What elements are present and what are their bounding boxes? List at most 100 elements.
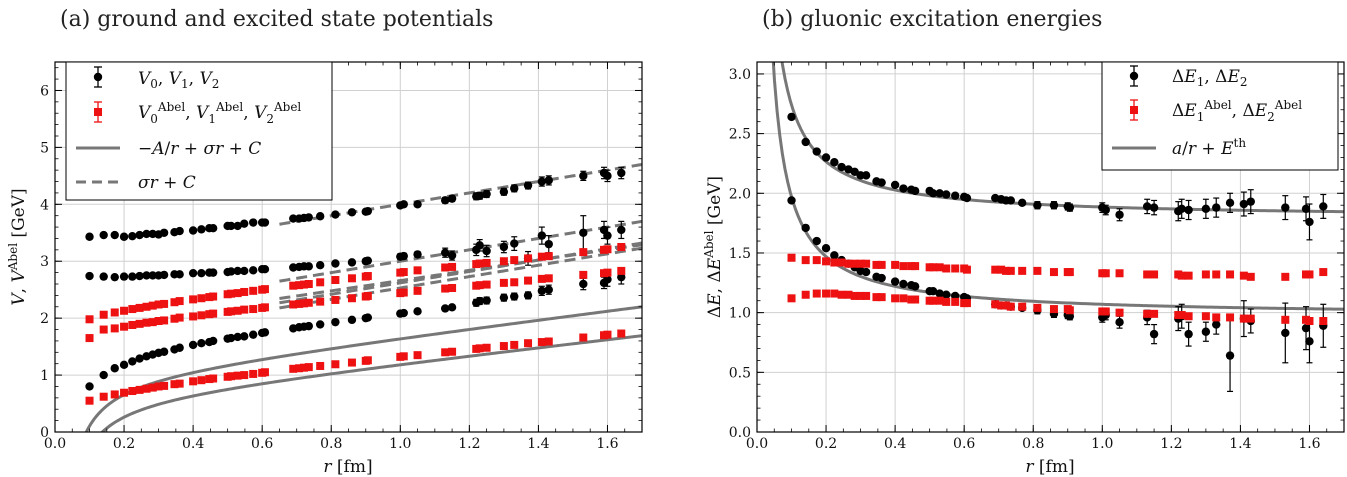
- data-point: [544, 274, 553, 283]
- data-point: [363, 356, 372, 365]
- data-point: [991, 265, 1000, 274]
- data-point: [942, 264, 951, 273]
- data-point: [299, 280, 308, 289]
- data-point: [1150, 309, 1159, 318]
- fit-curve-b-2: [771, 62, 1344, 311]
- data-point: [260, 368, 269, 377]
- data-point: [1033, 266, 1042, 275]
- data-point: [208, 268, 218, 277]
- data-point: [942, 290, 951, 299]
- data-point: [233, 332, 242, 342]
- data-point: [579, 228, 588, 237]
- data-point: [499, 257, 508, 266]
- data-point: [837, 162, 846, 172]
- data-point: [524, 254, 533, 263]
- data-point: [227, 307, 236, 316]
- panel-b: (b) gluonic excitation energies 0.0 0.2 0.…: [702, 7, 1345, 477]
- data-point: [160, 381, 169, 390]
- data-point: [99, 272, 108, 281]
- y-tick-label: 5: [40, 140, 49, 156]
- data-point: [135, 303, 144, 312]
- data-point: [862, 259, 871, 268]
- data-point: [1201, 270, 1210, 279]
- legend-a-label-4: σr + C: [138, 173, 196, 193]
- series-a-4: [85, 329, 626, 405]
- data-point: [120, 388, 129, 397]
- x-tick-label: 0.6: [251, 436, 273, 452]
- data-point: [856, 291, 865, 300]
- data-point: [617, 225, 626, 235]
- data-point: [1184, 312, 1193, 321]
- x-tick-label: 1.0: [1091, 436, 1113, 452]
- data-point: [1001, 266, 1010, 275]
- data-point: [812, 289, 821, 298]
- data-point: [209, 292, 218, 301]
- data-point: [189, 377, 198, 386]
- data-point: [110, 364, 119, 373]
- data-point: [962, 299, 971, 308]
- data-point: [951, 297, 960, 306]
- data-point: [142, 229, 151, 239]
- series-a-6: [85, 243, 626, 324]
- panel-a: (a) ground and excited state potentials …: [6, 7, 643, 477]
- data-point: [1033, 303, 1042, 312]
- data-point: [1065, 203, 1075, 212]
- x-tick-label: 0.6: [953, 436, 975, 452]
- data-point: [85, 396, 94, 405]
- data-point: [856, 259, 865, 268]
- legend-b-label-2: ΔE1Abel, ΔE2Abel: [1172, 98, 1302, 124]
- data-point: [226, 221, 236, 231]
- data-point: [85, 271, 94, 281]
- data-point: [175, 226, 184, 236]
- data-point: [1301, 323, 1311, 333]
- data-point: [295, 281, 304, 290]
- data-point: [315, 261, 325, 270]
- data-point: [537, 252, 546, 261]
- data-point: [1212, 320, 1221, 329]
- data-point: [248, 218, 258, 227]
- data-point: [233, 289, 242, 298]
- data-point: [861, 267, 871, 277]
- data-point: [260, 285, 269, 294]
- data-point: [233, 266, 242, 276]
- legend-b-entry-black-points: ΔE1, ΔE2: [1129, 65, 1248, 89]
- x-tick-label: 0.8: [1022, 436, 1044, 452]
- data-point: [1246, 314, 1255, 323]
- data-point: [142, 384, 151, 393]
- data-point: [197, 294, 206, 303]
- data-point: [99, 310, 108, 319]
- data-point: [448, 262, 457, 271]
- data-point: [1305, 270, 1314, 279]
- data-point: [347, 208, 357, 217]
- data-point: [1143, 270, 1152, 279]
- data-point: [1281, 328, 1290, 338]
- data-point: [315, 212, 325, 221]
- legend-a-label-2: V0Abel, V1Abel, V2Abel: [138, 100, 301, 126]
- data-point: [899, 184, 908, 193]
- data-point: [1101, 269, 1110, 278]
- data-point: [299, 299, 308, 308]
- data-point: [249, 305, 258, 314]
- data-point: [1006, 266, 1015, 275]
- panel-a-points: [85, 166, 626, 405]
- data-point: [128, 272, 137, 281]
- data-point: [289, 281, 298, 290]
- data-point: [850, 259, 859, 268]
- data-point: [951, 264, 960, 273]
- data-point: [890, 277, 900, 286]
- x-tick-label: 0.4: [182, 436, 204, 452]
- y-tick-label: 3.0: [729, 67, 751, 83]
- data-point: [148, 318, 157, 327]
- data-point: [482, 343, 491, 352]
- y-tick-label: 2: [40, 311, 49, 327]
- data-point: [830, 251, 839, 260]
- data-point: [475, 281, 484, 290]
- data-point: [603, 275, 612, 284]
- data-point: [170, 380, 179, 389]
- data-point: [524, 339, 533, 348]
- data-point: [1177, 271, 1186, 280]
- data-point: [363, 256, 373, 265]
- x-tick-label: 0.2: [113, 436, 135, 452]
- data-point: [399, 268, 408, 277]
